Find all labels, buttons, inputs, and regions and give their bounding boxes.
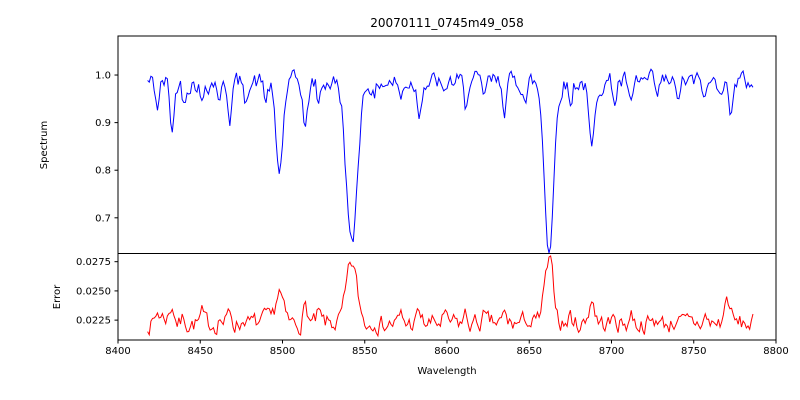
spectrum-panel-border: [117, 35, 777, 254]
y-axis-label-error: Error: [52, 284, 63, 309]
spectrum-y-tick-label: 0.8: [95, 166, 111, 177]
spectrum-y-tick-label: 0.7: [95, 213, 111, 224]
spectrum-y-tick-label: 1.0: [95, 71, 111, 82]
error-y-tick-label: 0.0275: [76, 257, 111, 268]
x-tick-label: 8650: [517, 346, 542, 357]
y-axis-label-spectrum: Spectrum: [39, 121, 50, 169]
chart-title: 20070111_0745m49_058: [370, 16, 523, 30]
error-y-tick-label: 0.0225: [76, 316, 111, 327]
x-tick-label: 8800: [763, 346, 788, 357]
spectrum-line: [147, 68, 754, 253]
spectrum-y-tick-label: 0.9: [95, 118, 111, 129]
x-axis-label: Wavelength: [417, 366, 476, 377]
x-tick-label: 8500: [270, 346, 295, 357]
error-y-tick-label: 0.0250: [76, 286, 111, 297]
x-tick-label: 8750: [681, 346, 706, 357]
plot-area: 8400 8450 8500 8550 8600 8650 8700 8750 8800 0.7 0…: [76, 35, 789, 357]
x-tick-label: 8600: [434, 346, 459, 357]
x-tick-label: 8450: [188, 346, 213, 357]
x-tick-label: 8700: [599, 346, 624, 357]
error-panel-border: [117, 253, 777, 341]
x-tick-label: 8550: [352, 346, 377, 357]
error-line: [147, 255, 754, 338]
x-tick-label: 8400: [105, 346, 130, 357]
